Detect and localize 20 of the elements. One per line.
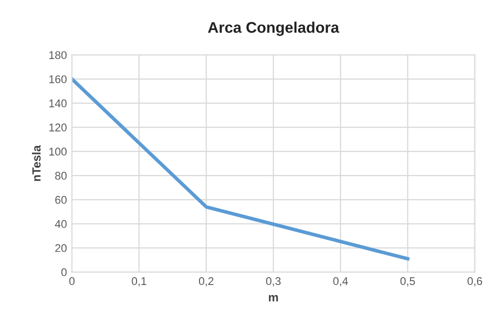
y-tick-label: 0 — [61, 268, 67, 276]
x-tick-label: 0,6 — [468, 277, 482, 286]
x-axis-title: m — [268, 294, 278, 302]
x-tick-label: 0,2 — [198, 277, 214, 286]
y-axis-title: nTesla — [32, 145, 41, 181]
x-tick-label: 0 — [69, 277, 75, 286]
y-tick-label: 140 — [49, 99, 67, 108]
x-tick-label: 0,1 — [132, 277, 146, 286]
x-tick-label: 0,4 — [333, 277, 348, 286]
y-tick-label: 60 — [55, 196, 67, 204]
x-tick-label: 0,3 — [266, 277, 281, 286]
y-tick-label: 160 — [49, 75, 67, 84]
y-tick-label: 20 — [55, 244, 67, 252]
chart-title: Arca Congeladora — [208, 22, 340, 36]
x-tick-label: 0,5 — [400, 277, 415, 286]
y-tick-label: 40 — [54, 220, 67, 228]
y-tick-label: 100 — [49, 148, 67, 156]
y-tick-label: 180 — [49, 51, 67, 60]
y-tick-label: 80 — [55, 172, 67, 180]
y-tick-label: 120 — [49, 124, 67, 132]
